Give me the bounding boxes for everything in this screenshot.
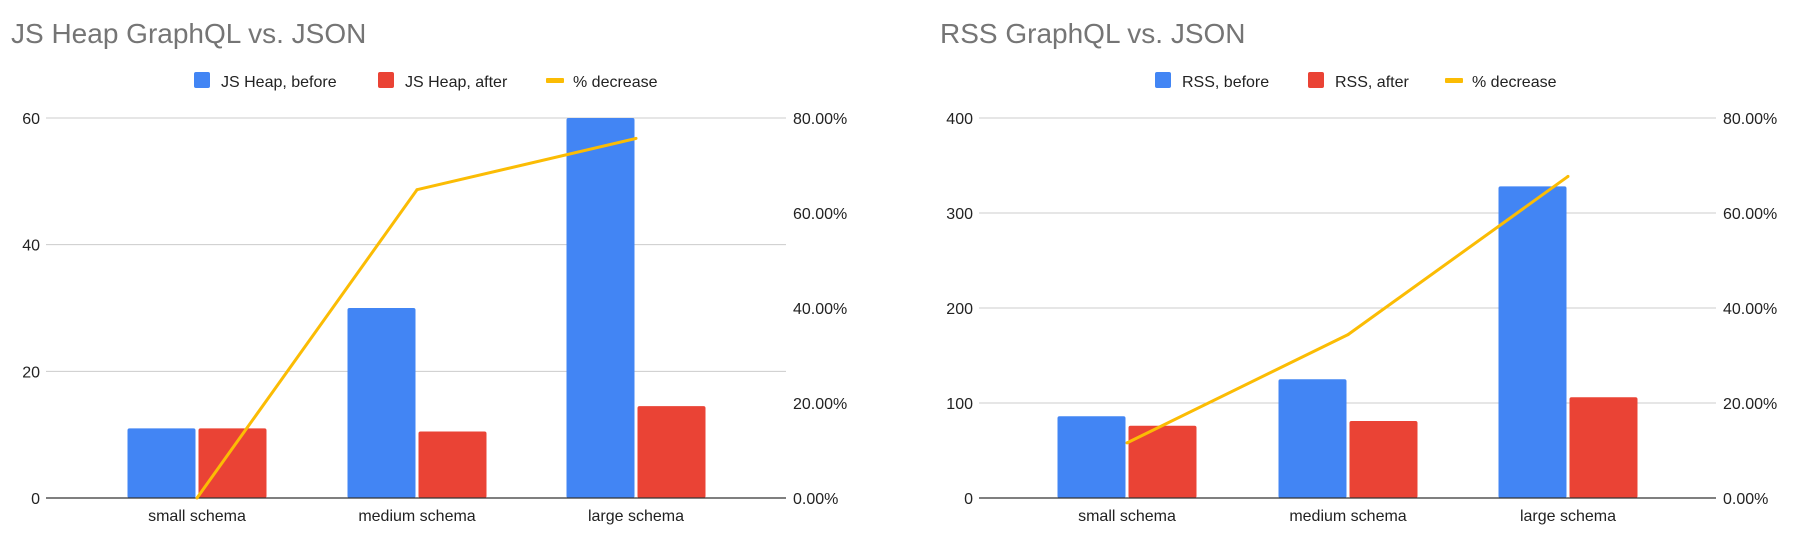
legend-label: JS Heap, before xyxy=(221,74,337,91)
bar-before-medium-schema xyxy=(347,308,416,498)
y-right-tick-label: 80.00% xyxy=(1723,111,1777,128)
bar-after-medium-schema xyxy=(418,431,487,498)
legend-swatch xyxy=(1445,78,1463,83)
percent-decrease-point xyxy=(1566,174,1570,178)
y-right-tick-label: 20.00% xyxy=(793,396,847,413)
legend-label: % decrease xyxy=(573,74,658,91)
y-right-tick-label: 0.00% xyxy=(1723,491,1768,508)
js-heap-chart: 0 20 40 60 0.00% 20.00% 40.00% 60.00% 80.00% smal… xyxy=(22,72,847,525)
legend-label: JS Heap, after xyxy=(405,74,508,91)
y-right-tick-label: 40.00% xyxy=(1723,301,1777,318)
percent-decrease-point xyxy=(415,188,419,192)
bar-before-medium-schema xyxy=(1278,379,1347,498)
percent-decrease-point xyxy=(1346,333,1350,337)
bar-before-large-schema xyxy=(566,118,635,498)
y-right-tick-label: 60.00% xyxy=(1723,206,1777,223)
y-left-tick-label: 20 xyxy=(22,364,40,381)
x-tick-label: medium schema xyxy=(358,508,475,525)
percent-decrease-point xyxy=(1125,441,1129,445)
legend-swatch xyxy=(546,78,564,83)
y-right-tick-label: 0.00% xyxy=(793,491,838,508)
legend-label: RSS, before xyxy=(1182,74,1269,91)
chart-title: RSS GraphQL vs. JSON xyxy=(940,18,1246,49)
y-right-tick-label: 60.00% xyxy=(793,206,847,223)
x-tick-label: small schema xyxy=(1078,508,1176,525)
legend-label: % decrease xyxy=(1472,74,1557,91)
x-tick-label: medium schema xyxy=(1289,508,1406,525)
y-left-tick-label: 200 xyxy=(946,301,973,318)
y-left-tick-label: 40 xyxy=(22,238,40,255)
x-tick-label: large schema xyxy=(588,508,684,525)
chart-title: JS Heap GraphQL vs. JSON xyxy=(11,18,367,49)
legend-swatch xyxy=(378,72,394,88)
y-left-tick-label: 300 xyxy=(946,206,973,223)
x-tick-label: large schema xyxy=(1520,508,1616,525)
bar-after-medium-schema xyxy=(1349,421,1418,498)
bar-after-large-schema xyxy=(637,406,706,498)
y-right-tick-label: 80.00% xyxy=(793,111,847,128)
y-right-tick-label: 40.00% xyxy=(793,301,847,318)
legend-swatch xyxy=(1308,72,1324,88)
y-left-tick-label: 60 xyxy=(22,111,40,128)
bar-after-small-schema xyxy=(1128,425,1197,498)
bar-after-small-schema xyxy=(198,428,267,498)
bar-after-large-schema xyxy=(1569,397,1638,498)
legend-swatch xyxy=(1155,72,1171,88)
js-heap-chart-panel: JS Heap GraphQL vs. JSON 0 20 40 60 0.00% 20.… xyxy=(11,18,847,525)
legend-swatch xyxy=(194,72,210,88)
bar-before-small-schema xyxy=(127,428,196,498)
legend-label: RSS, after xyxy=(1335,74,1409,91)
rss-chart: 0 100 200 300 400 0.00% 20.00% 40.00% 60.00% 80.0… xyxy=(946,72,1777,525)
percent-decrease-point xyxy=(634,136,638,140)
y-left-tick-label: 400 xyxy=(946,111,973,128)
rss-chart-panel: RSS GraphQL vs. JSON 0 100 200 300 400 0.00% 2… xyxy=(929,0,1800,545)
y-right-tick-label: 20.00% xyxy=(1723,396,1777,413)
percent-decrease-point xyxy=(195,496,199,500)
y-left-tick-label: 0 xyxy=(964,491,973,508)
bar-before-small-schema xyxy=(1057,416,1126,498)
bar-before-large-schema xyxy=(1498,186,1567,498)
y-left-tick-label: 100 xyxy=(946,396,973,413)
y-left-tick-label: 0 xyxy=(31,491,40,508)
x-tick-label: small schema xyxy=(148,508,246,525)
